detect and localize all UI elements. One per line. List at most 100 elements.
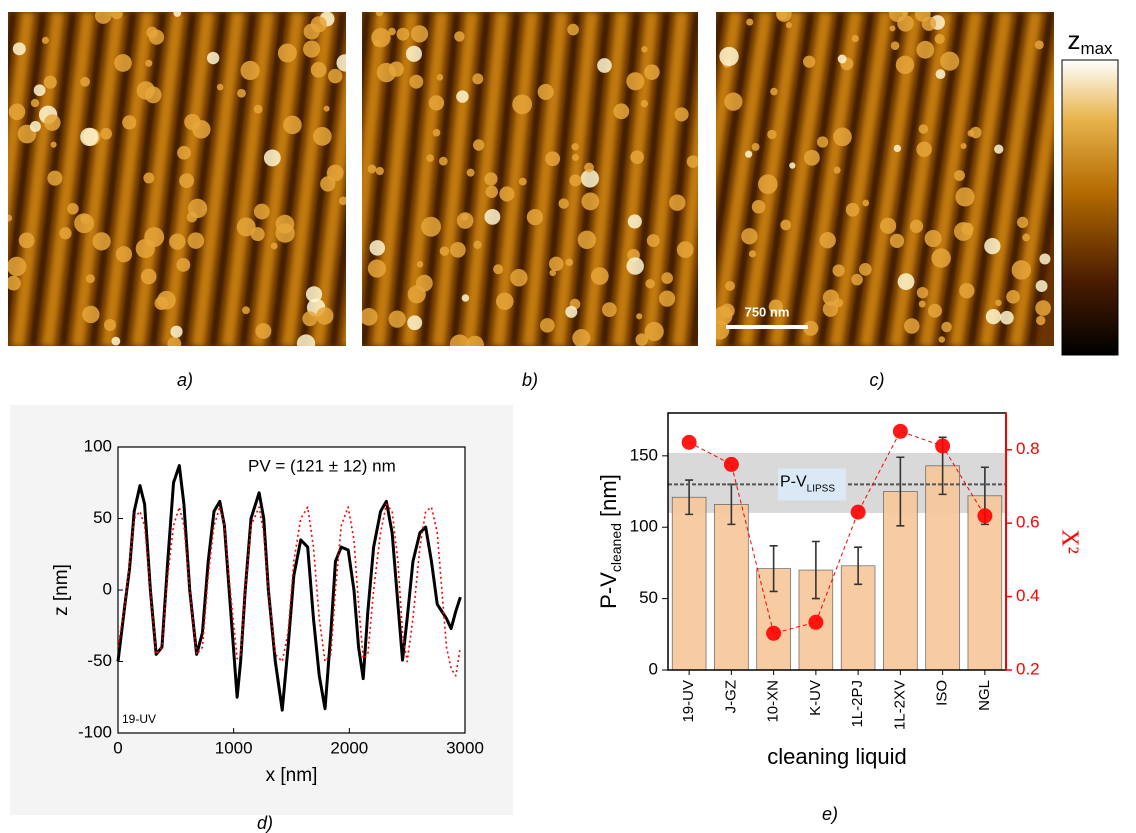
afm-grain [803, 320, 819, 336]
panel-label: a) [177, 370, 193, 390]
afm-grain [428, 95, 445, 111]
afm-groove [180, 12, 226, 346]
afm-grain [303, 40, 321, 58]
x2-point [977, 508, 993, 524]
afm-grain [889, 25, 896, 32]
afm-grain [8, 214, 13, 222]
afm-grain [323, 105, 330, 112]
afm-grain [565, 258, 574, 267]
afm-grain [59, 227, 72, 240]
afm-grain [438, 156, 448, 166]
afm-image [716, 12, 1054, 346]
y-axis-label-unit: [nm] [596, 474, 621, 523]
annotation: PV = (121 ± 12) nm [248, 456, 396, 475]
afm-grain [8, 256, 27, 277]
reference-label: P-VLIPSS [780, 474, 835, 494]
afm-grain [367, 164, 377, 174]
afm-grain [832, 264, 845, 277]
afm-grain [253, 104, 263, 114]
afm-groove [601, 12, 640, 346]
x-tick-label: 1000 [215, 738, 253, 757]
afm-grain [994, 144, 1004, 154]
afm-groove [330, 216, 346, 346]
afm-grain [18, 232, 35, 249]
afm-grain [602, 302, 617, 317]
afm-grain [456, 212, 474, 229]
afm-grain [270, 242, 278, 250]
x-tick-label: ISO [934, 680, 951, 706]
colorbar [1061, 59, 1119, 356]
afm-grain [941, 321, 952, 333]
afm-grain [336, 54, 346, 72]
afm-grain [396, 27, 410, 41]
afm-grain [955, 187, 975, 207]
x-axis-label: cleaning liquid [767, 744, 906, 769]
afm-grain [114, 54, 132, 72]
afm-groove [391, 12, 430, 346]
y2-tick-label: 0.4 [1016, 586, 1040, 605]
x-tick-label: NGL [976, 680, 993, 711]
afm-grain [283, 115, 302, 135]
afm-grain [565, 305, 578, 318]
afm-ridge [889, 12, 953, 346]
y-axis-label: z [nm] [51, 564, 72, 616]
afm-ridge [251, 12, 305, 346]
afm-grain [572, 329, 591, 346]
x-tick-label: 0 [113, 738, 122, 757]
data-line [117, 503, 462, 677]
afm-grain [751, 143, 760, 151]
afm-grain [720, 303, 735, 318]
afm-grain [510, 269, 528, 287]
afm-grain [472, 139, 485, 151]
afm-grain [935, 69, 946, 80]
afm-grain [375, 12, 384, 17]
afm-ridge [582, 12, 629, 346]
afm-grain [845, 202, 860, 217]
afm-grain [466, 168, 475, 177]
afm-groove [150, 12, 196, 346]
afm-ridge [716, 12, 773, 346]
afm-ridge [71, 12, 125, 346]
afm-grain [918, 124, 929, 134]
afm-grain [518, 177, 527, 186]
afm-grain [613, 103, 630, 120]
colorbar-label-main: z [1067, 25, 1080, 55]
y-tick-label: -50 [87, 651, 112, 670]
afm-grain [410, 25, 429, 43]
afm-groove [938, 12, 994, 346]
afm-grain [902, 12, 909, 16]
panel-label: b) [522, 370, 538, 390]
y2-tick-label: 0.6 [1016, 513, 1040, 532]
afm-grain [179, 173, 195, 189]
x2-point [935, 438, 951, 454]
afm-groove [451, 12, 490, 346]
afm-grain [456, 90, 469, 103]
afm-groove [998, 12, 1054, 346]
afm-grain [296, 334, 316, 346]
x2-point [723, 456, 739, 472]
afm-grain [240, 60, 260, 81]
afm-grain [959, 282, 975, 299]
afm-grain [484, 172, 498, 186]
afm-grain [407, 315, 423, 331]
afm-images [8, 12, 1054, 346]
afm-grain [645, 278, 655, 289]
afm-grain [145, 59, 153, 67]
afm-ridge [8, 12, 35, 234]
afm-grain [927, 303, 942, 318]
afm-grain [833, 127, 852, 147]
afm-grain [940, 51, 960, 71]
afm-groove [270, 12, 316, 346]
afm-ridge [191, 12, 245, 346]
error-bar [854, 546, 863, 586]
afm-grain [627, 214, 642, 229]
afm-grain [94, 12, 112, 24]
afm-grain [29, 120, 41, 132]
afm-grain [897, 273, 915, 291]
y2-tick-label: 0.8 [1016, 439, 1040, 458]
x-tick-label: J-GZ [722, 680, 739, 713]
y-tick-label: 50 [93, 508, 112, 527]
afm-grain [571, 143, 579, 151]
afm-grain [216, 83, 224, 91]
afm-grain [263, 149, 281, 167]
